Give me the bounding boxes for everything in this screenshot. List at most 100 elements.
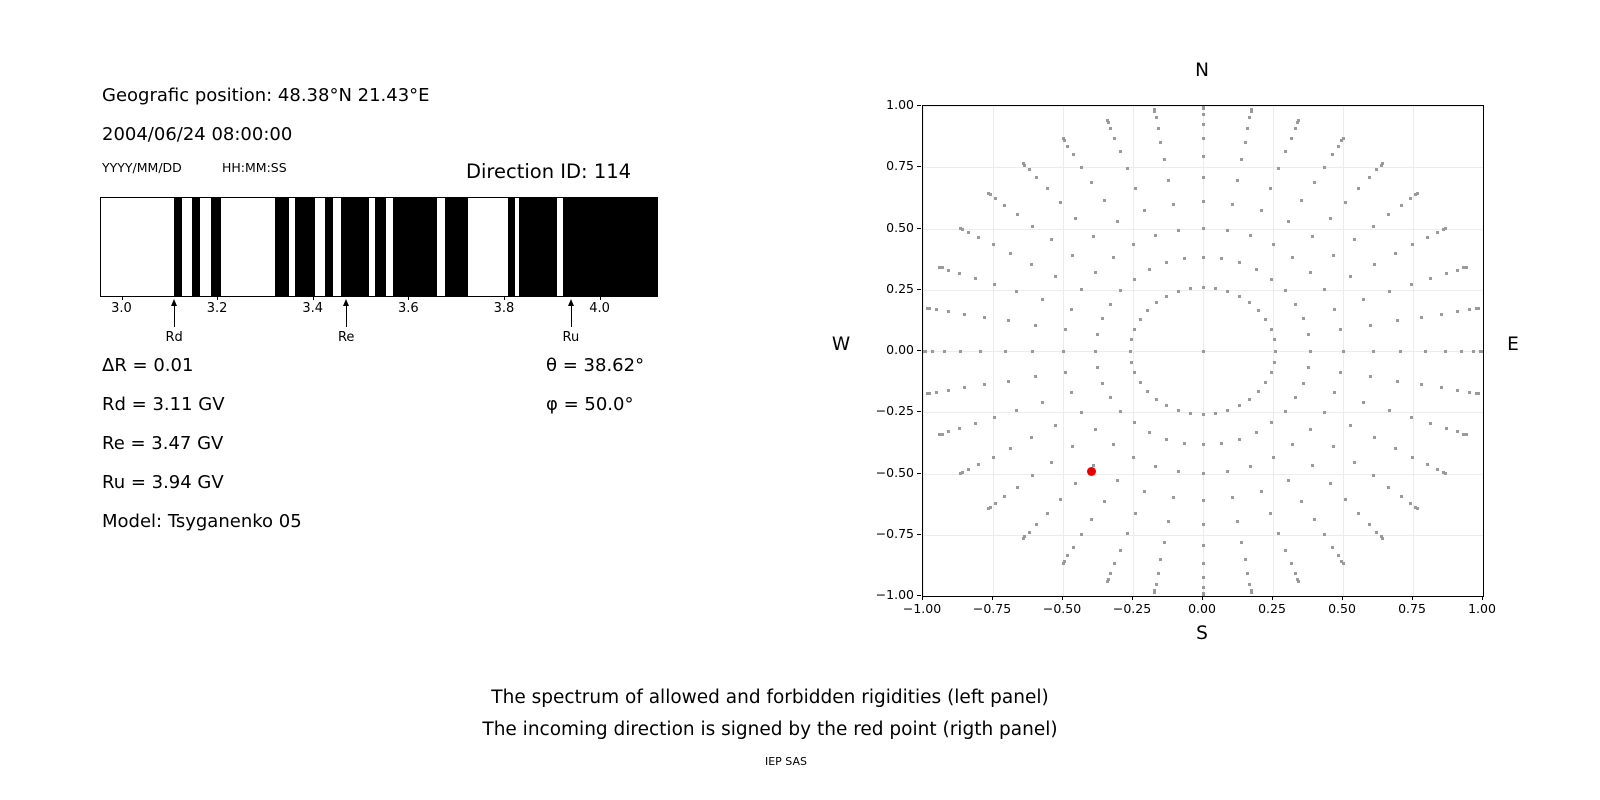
direction-grid-dot bbox=[962, 312, 966, 316]
credit-label: IEP SAS bbox=[764, 755, 808, 768]
direction-grid-dot bbox=[938, 265, 942, 269]
direction-grid-dot bbox=[1341, 561, 1345, 565]
direction-grid-dot bbox=[1396, 379, 1400, 383]
direction-grid-dot bbox=[1145, 308, 1149, 312]
direction-grid-dot bbox=[1238, 437, 1242, 441]
direction-grid-dot bbox=[923, 349, 925, 353]
direction-grid-dot bbox=[1069, 391, 1073, 395]
direction-grid-dot bbox=[1111, 443, 1115, 447]
direction-grid-dot bbox=[1133, 512, 1137, 516]
direction-grid-dot bbox=[1009, 446, 1013, 450]
direction-grid-dot bbox=[935, 390, 939, 394]
direction-grid-dot bbox=[1414, 193, 1418, 197]
rigidity-tick-mark bbox=[599, 296, 601, 300]
direction-grid-dot bbox=[1201, 472, 1205, 475]
direction-grid-dot bbox=[1021, 161, 1025, 165]
direction-grid-dot bbox=[1235, 520, 1239, 524]
direction-grid-dot bbox=[1423, 349, 1427, 353]
direction-grid-dot bbox=[1415, 506, 1419, 510]
direction-grid-dot bbox=[1106, 121, 1110, 125]
direction-grid-dot bbox=[1201, 349, 1205, 353]
direction-grid-dot bbox=[940, 266, 944, 270]
direction-grid-dot bbox=[1322, 410, 1326, 414]
direction-grid-dot bbox=[994, 501, 998, 505]
direction-grid-dot bbox=[1387, 290, 1391, 294]
allowed-rigidity-band bbox=[392, 198, 438, 296]
direction-grid-dot bbox=[1464, 265, 1468, 269]
direction-grid-dot bbox=[1264, 317, 1268, 321]
direction-grid-dot bbox=[1154, 582, 1158, 586]
direction-scatter-chart bbox=[922, 105, 1484, 597]
rigidity-tick-label: 4.0 bbox=[589, 301, 610, 316]
direction-grid-dot bbox=[1269, 327, 1273, 331]
direction-grid-dot bbox=[1162, 540, 1166, 544]
direction-grid-dot bbox=[1225, 470, 1229, 474]
direction-grid-dot bbox=[1264, 381, 1268, 385]
direction-grid-dot bbox=[1415, 192, 1419, 196]
direction-grid-dot bbox=[1270, 277, 1274, 281]
direction-grid-dot bbox=[1455, 268, 1459, 272]
rigidity-tick-label: 3.0 bbox=[111, 301, 132, 316]
y-tick-label: −0.50 bbox=[875, 464, 914, 480]
direction-grid-dot bbox=[1105, 579, 1109, 583]
direction-grid-dot bbox=[1341, 137, 1345, 141]
rigidity-tick-label: 3.6 bbox=[398, 301, 419, 316]
direction-grid-dot bbox=[1177, 470, 1181, 474]
direction-grid-dot bbox=[1015, 290, 1019, 294]
direction-grid-dot bbox=[1061, 137, 1065, 141]
direction-grid-dot bbox=[1393, 252, 1397, 256]
direction-grid-dot bbox=[979, 349, 983, 353]
arrow-stem bbox=[346, 305, 348, 327]
direction-grid-dot bbox=[1396, 319, 1400, 323]
direction-grid-dot bbox=[1015, 213, 1019, 217]
direction-grid-dot bbox=[1307, 333, 1311, 337]
direction-grid-dot bbox=[1296, 577, 1300, 581]
direction-grid-dot bbox=[1041, 400, 1045, 404]
direction-grid-dot bbox=[1165, 294, 1169, 298]
direction-grid-dot bbox=[1066, 144, 1070, 148]
direction-grid-dot bbox=[1035, 522, 1039, 526]
y-tick-mark bbox=[917, 472, 921, 474]
direction-grid-dot bbox=[1058, 200, 1062, 204]
direction-grid-dot bbox=[1294, 396, 1298, 400]
direction-grid-dot bbox=[1049, 460, 1053, 464]
direction-grid-dot bbox=[1286, 478, 1290, 482]
direction-grid-dot bbox=[1159, 140, 1163, 144]
direction-grid-dot bbox=[1341, 349, 1345, 353]
direction-grid-dot bbox=[1277, 166, 1281, 170]
direction-grid-dot bbox=[1167, 520, 1171, 524]
direction-grid-dot bbox=[1311, 235, 1315, 239]
direction-grid-dot bbox=[1429, 276, 1433, 280]
gridline bbox=[923, 289, 1483, 291]
arrow-up-icon bbox=[171, 299, 178, 306]
direction-grid-dot bbox=[1425, 462, 1429, 466]
direction-grid-dot bbox=[1188, 411, 1192, 415]
direction-grid-dot bbox=[1399, 203, 1403, 207]
direction-grid-dot bbox=[1240, 158, 1244, 162]
y-tick-label: 1.00 bbox=[886, 97, 914, 112]
direction-grid-dot bbox=[1375, 530, 1379, 534]
y-tick-mark bbox=[917, 105, 921, 106]
direction-grid-dot bbox=[1080, 533, 1084, 537]
direction-grid-dot bbox=[1069, 307, 1073, 311]
direction-grid-dot bbox=[1460, 349, 1464, 353]
direction-grid-dot bbox=[1201, 286, 1205, 290]
direction-grid-dot bbox=[1156, 126, 1160, 130]
direction-grid-dot bbox=[1467, 308, 1471, 312]
direction-grid-dot bbox=[1125, 532, 1129, 536]
direction-grid-dot bbox=[1455, 430, 1459, 434]
x-tick-mark bbox=[1412, 596, 1413, 600]
direction-grid-dot bbox=[1440, 312, 1444, 316]
direction-grid-dot bbox=[1243, 140, 1247, 144]
model-readout: Model: Tsyganenko 05 bbox=[102, 511, 302, 532]
direction-grid-dot bbox=[1367, 522, 1371, 526]
gridline bbox=[923, 412, 1483, 414]
direction-grid-dot bbox=[938, 433, 942, 437]
direction-grid-dot bbox=[1049, 238, 1053, 242]
direction-grid-dot bbox=[925, 392, 929, 396]
direction-grid-dot bbox=[1074, 482, 1078, 486]
rigidity-tick-mark bbox=[312, 296, 314, 300]
direction-grid-dot bbox=[1074, 216, 1078, 220]
direction-grid-dot bbox=[1332, 445, 1336, 449]
date-format-label: YYYY/MM/DD bbox=[102, 160, 182, 175]
